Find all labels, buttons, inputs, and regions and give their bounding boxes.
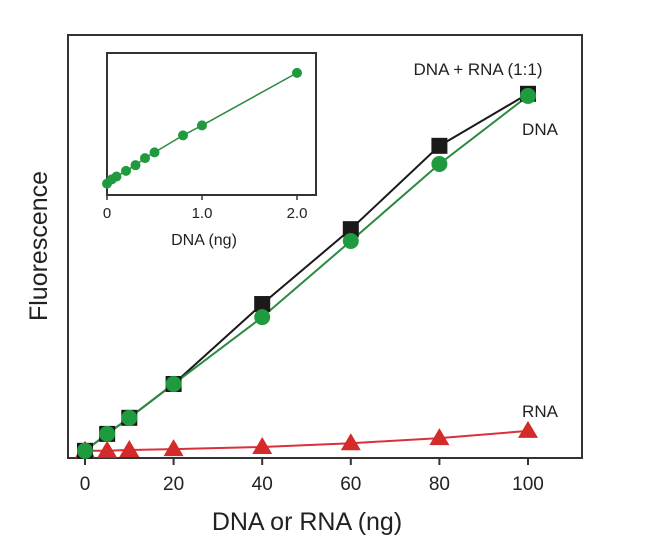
- inset-circle-marker: [178, 130, 188, 141]
- main-x-axis-label: DNA or RNA (ng): [212, 508, 402, 536]
- main-plot-frame: [67, 34, 583, 459]
- square-marker: [342, 221, 359, 238]
- main-x-tick-label: 20: [163, 474, 184, 495]
- triangle-marker: [429, 428, 450, 446]
- square-marker: [431, 137, 448, 154]
- inset-circle-marker: [149, 147, 160, 158]
- triangle-marker: [163, 439, 184, 457]
- circle-marker: [99, 425, 116, 442]
- legend-label-dna: DNA: [522, 120, 559, 139]
- inset-x-tick-label: 1.0: [192, 205, 213, 222]
- triangle-marker: [518, 420, 538, 438]
- circle-marker: [342, 233, 359, 250]
- legend-label-rna: RNA: [522, 402, 559, 421]
- main-x-tick-label: 0: [80, 474, 91, 495]
- inset-x-tick-label: 0: [103, 205, 111, 222]
- circle-marker: [121, 409, 138, 426]
- legend-label-dna-rna: DNA + RNA (1:1): [414, 60, 543, 79]
- inset-circle-marker: [140, 153, 150, 164]
- inset-x-tick-label: 2.0: [287, 205, 308, 222]
- circle-marker: [165, 375, 182, 392]
- triangle-marker: [252, 437, 273, 455]
- circle-marker: [431, 156, 448, 173]
- inset-circle-marker: [121, 165, 131, 176]
- main-x-tick-label: 40: [252, 474, 273, 495]
- inset-plot-frame: [106, 52, 317, 196]
- main-x-tick-label: 100: [512, 474, 544, 495]
- main-x-tick-label: 80: [429, 474, 450, 495]
- circle-marker: [77, 442, 93, 459]
- inset-x-axis-label: DNA (ng): [171, 232, 237, 249]
- inset-circle-marker: [130, 160, 141, 171]
- triangle-marker: [119, 439, 140, 457]
- series-line-triangle: [85, 429, 529, 452]
- inset-circle-marker: [292, 67, 302, 78]
- main-y-axis-label: Fluorescence: [25, 171, 53, 321]
- inset-circle-marker: [111, 171, 122, 182]
- main-x-tick-label: 60: [340, 474, 361, 495]
- triangle-marker: [97, 440, 118, 458]
- circle-marker: [520, 87, 536, 104]
- square-marker: [254, 296, 271, 313]
- circle-marker: [254, 309, 271, 326]
- inset-circle-marker: [197, 120, 207, 131]
- triangle-marker: [340, 433, 361, 451]
